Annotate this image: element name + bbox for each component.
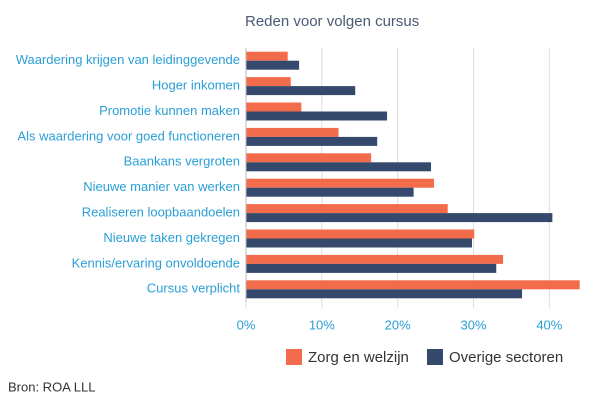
bar xyxy=(246,213,553,223)
x-tick-label: 30% xyxy=(460,317,486,332)
y-tick-label: Hoger inkomen xyxy=(152,78,240,93)
source: Bron: ROA LLL xyxy=(8,379,95,394)
x-tick-label: 0% xyxy=(237,317,256,332)
bar xyxy=(246,102,302,112)
bar xyxy=(246,86,356,96)
y-tick-label: Cursus verplicht xyxy=(147,281,241,296)
bar xyxy=(246,111,388,121)
bar xyxy=(246,204,448,214)
bar xyxy=(246,162,432,172)
bar xyxy=(246,60,300,70)
bar xyxy=(246,238,472,248)
x-tick-label: 10% xyxy=(309,317,335,332)
legend-swatch xyxy=(286,349,302,365)
bar xyxy=(246,136,378,146)
chart-title: Reden voor volgen cursus xyxy=(245,13,419,30)
bar xyxy=(246,153,372,163)
bar xyxy=(246,178,435,188)
x-tick-label: 40% xyxy=(536,317,562,332)
bar xyxy=(246,187,414,197)
bar xyxy=(246,289,523,299)
bar xyxy=(246,254,504,264)
y-tick-label: Nieuwe manier van werken xyxy=(83,179,240,194)
y-tick-label: Baankans vergroten xyxy=(124,154,240,169)
bar xyxy=(246,280,580,290)
bar xyxy=(246,127,339,137)
y-tick-label: Nieuwe taken gekregen xyxy=(103,230,240,245)
y-tick-label: Realiseren loopbaandoelen xyxy=(82,205,240,220)
bar xyxy=(246,77,291,87)
y-tick-label: Promotie kunnen maken xyxy=(99,103,240,118)
x-tick-label: 20% xyxy=(385,317,411,332)
legend-label: Overige sectoren xyxy=(449,349,563,366)
legend-label: Zorg en welzijn xyxy=(308,349,409,366)
bar xyxy=(246,229,475,239)
y-tick-label: Als waardering voor goed functioneren xyxy=(17,128,240,143)
legend-swatch xyxy=(427,349,443,365)
bar xyxy=(246,263,497,273)
y-tick-label: Kennis/ervaring onvoldoende xyxy=(72,255,240,270)
bar xyxy=(246,51,288,61)
y-tick-label: Waardering krijgen van leidinggevende xyxy=(16,52,240,67)
